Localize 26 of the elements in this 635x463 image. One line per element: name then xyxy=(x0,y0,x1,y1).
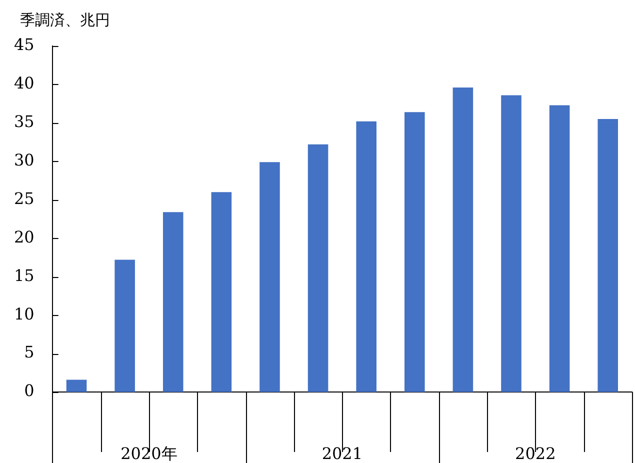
bar xyxy=(404,112,425,392)
text: 2020年 xyxy=(120,444,178,463)
bar xyxy=(356,121,376,392)
y-tick-label: 45 xyxy=(14,35,34,54)
text: 2022 xyxy=(515,444,556,463)
bar xyxy=(452,88,474,392)
bar xyxy=(260,162,280,392)
y-tick-label: 30 xyxy=(14,150,34,170)
bar xyxy=(162,212,184,392)
bar xyxy=(598,119,618,392)
y-tick-label: 40 xyxy=(14,74,34,93)
bar xyxy=(549,105,570,392)
y-tick-label: 20 xyxy=(14,227,34,246)
y-tick-label: 10 xyxy=(14,304,34,324)
y-tick-label: 35 xyxy=(14,112,34,132)
y-tick-label: 0 xyxy=(24,381,34,400)
bar xyxy=(66,380,87,392)
text: 2021 xyxy=(322,444,363,463)
y-axis-title: 季調済、兆円 xyxy=(20,11,110,29)
y-tick-label: 15 xyxy=(14,266,34,285)
bar xyxy=(501,95,522,392)
y-tick-label: 5 xyxy=(24,342,34,362)
bar xyxy=(114,260,135,392)
bar xyxy=(308,144,328,392)
bar xyxy=(211,192,232,392)
y-tick-label: 25 xyxy=(14,188,34,208)
